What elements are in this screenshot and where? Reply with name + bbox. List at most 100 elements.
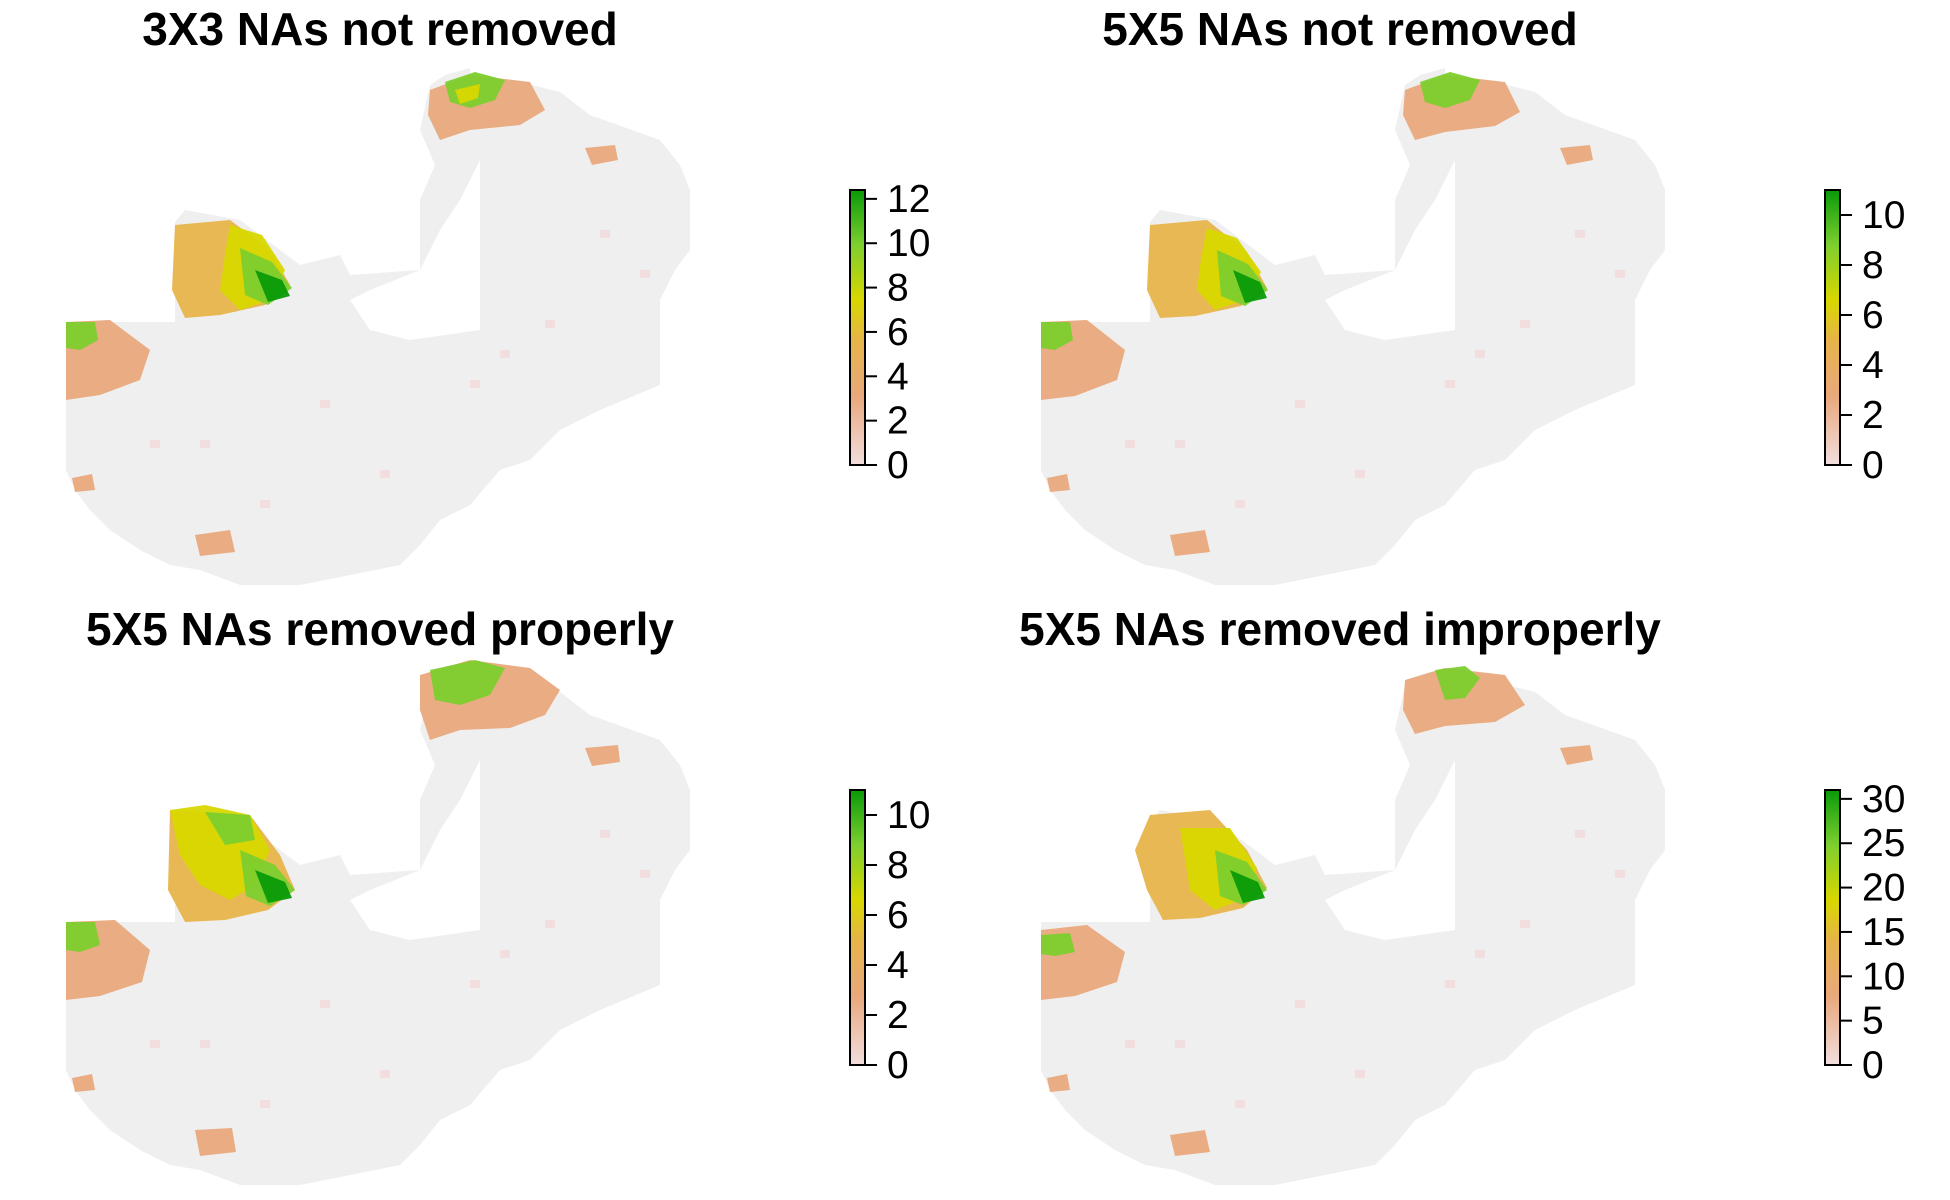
value-region — [195, 1128, 236, 1156]
legend-tick-label: 0 — [887, 1044, 909, 1087]
value-pixel — [320, 400, 330, 408]
map-panel-1: 3X3 NAs not removed 0 2 4 6 8 10 12 — [0, 0, 975, 600]
value-region — [1041, 322, 1073, 350]
legend-tick-label: 10 — [887, 794, 930, 837]
value-region — [1041, 933, 1075, 956]
map-raster — [66, 68, 690, 585]
map-gap — [350, 760, 480, 940]
legend-color-bar — [1824, 789, 1841, 1066]
legend-tick-label: 20 — [1862, 867, 1905, 910]
legend-tick-label: 25 — [1862, 822, 1905, 865]
map-panel-2: 5X5 NAs not removed 0 2 4 6 8 10 — [975, 0, 1950, 600]
value-region — [1170, 530, 1210, 556]
value-region — [1403, 668, 1525, 734]
value-pixel — [260, 500, 270, 508]
map-panel-3: 5X5 NAs removed properly 0 2 4 6 8 10 — [0, 600, 975, 1200]
value-pixel — [1235, 500, 1245, 508]
legend-tick-label: 4 — [887, 944, 909, 987]
legend-tick-label: 6 — [1862, 294, 1884, 337]
value-pixel — [1175, 440, 1185, 448]
value-region — [1230, 870, 1265, 903]
legend-tick-label: 8 — [1862, 244, 1884, 287]
legend-tick-label: 12 — [887, 178, 930, 221]
map-raster — [1041, 666, 1665, 1185]
color-legend: 0 2 4 6 8 10 — [849, 789, 930, 1087]
map-gap — [1325, 760, 1455, 940]
legend-tick-label: 0 — [1862, 1044, 1884, 1087]
value-pixel — [380, 470, 390, 478]
legend-tick-label: 8 — [887, 267, 909, 310]
value-pixel — [1295, 400, 1305, 408]
legend-tick-label: 0 — [1862, 444, 1884, 487]
value-region — [205, 812, 255, 845]
value-region — [66, 322, 98, 350]
value-pixel — [640, 870, 650, 878]
value-pixel — [1445, 980, 1455, 988]
value-pixel — [500, 350, 510, 358]
value-pixel — [1520, 920, 1530, 928]
value-pixel — [380, 1070, 390, 1078]
value-pixel — [150, 1040, 160, 1048]
value-pixel — [1235, 1100, 1245, 1108]
legend-tick-label: 8 — [887, 844, 909, 887]
map-raster — [66, 660, 690, 1185]
value-pixel — [545, 320, 555, 328]
value-region — [1047, 474, 1070, 492]
panel-title: 3X3 NAs not removed — [142, 3, 618, 55]
value-region — [1233, 270, 1267, 303]
legend-tick-label: 6 — [887, 894, 909, 937]
legend-tick-label: 0 — [887, 444, 909, 487]
value-pixel — [470, 380, 480, 388]
value-region — [1560, 145, 1593, 165]
legend-color-bar — [849, 789, 866, 1066]
value-region — [72, 1074, 95, 1092]
raster-map: 0 2 4 6 8 10 — [1041, 68, 1905, 585]
value-pixel — [640, 270, 650, 278]
legend-tick-label: 6 — [887, 311, 909, 354]
value-pixel — [545, 920, 555, 928]
value-region — [255, 870, 292, 903]
legend-tick-label: 2 — [1862, 394, 1884, 437]
value-pixel — [1125, 1040, 1135, 1048]
legend-tick-label: 4 — [887, 355, 909, 398]
value-pixel — [260, 1100, 270, 1108]
value-region — [585, 745, 620, 766]
value-region — [1435, 666, 1480, 700]
value-region — [1560, 745, 1593, 765]
value-pixel — [500, 950, 510, 958]
map-gap — [350, 160, 480, 340]
value-pixel — [600, 830, 610, 838]
value-region — [1420, 72, 1480, 108]
value-region — [1170, 1130, 1210, 1156]
value-pixel — [1475, 350, 1485, 358]
map-gap — [1325, 160, 1455, 340]
color-legend: 0 2 4 6 8 10 — [1824, 189, 1905, 487]
value-region — [66, 922, 100, 952]
value-region — [195, 530, 235, 556]
map-panel-4: 5X5 NAs removed improperly 0 5 10 15 20 25 30 — [975, 600, 1950, 1200]
value-region — [72, 474, 95, 492]
value-region — [430, 660, 505, 705]
value-pixel — [1175, 1040, 1185, 1048]
value-region — [255, 270, 290, 302]
value-pixel — [1475, 950, 1485, 958]
value-pixel — [200, 440, 210, 448]
panel-title: 5X5 NAs not removed — [1102, 3, 1578, 55]
value-pixel — [1445, 380, 1455, 388]
value-pixel — [1355, 470, 1365, 478]
panel-title: 5X5 NAs removed properly — [85, 603, 674, 655]
value-pixel — [1295, 1000, 1305, 1008]
value-pixel — [1355, 1070, 1365, 1078]
value-pixel — [150, 440, 160, 448]
legend-tick-label: 10 — [1862, 194, 1905, 237]
legend-tick-label: 2 — [887, 994, 909, 1037]
legend-tick-label: 15 — [1862, 911, 1905, 954]
legend-color-bar — [849, 189, 866, 466]
value-pixel — [1615, 870, 1625, 878]
legend-tick-label: 2 — [887, 400, 909, 443]
value-pixel — [1520, 320, 1530, 328]
